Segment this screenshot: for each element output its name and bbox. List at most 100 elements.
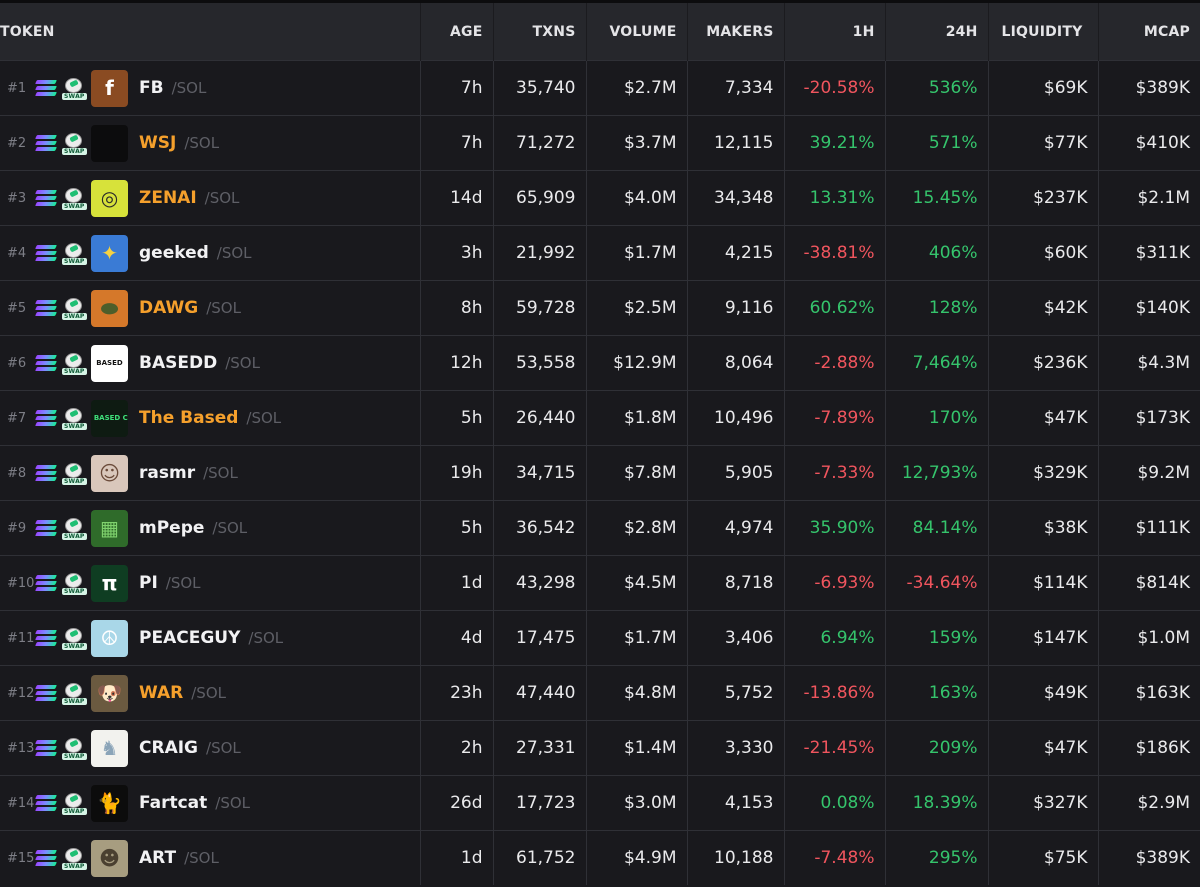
token-symbol[interactable]: mPepe xyxy=(139,518,205,538)
swap-icon[interactable]: SWAP xyxy=(62,683,87,705)
table-row[interactable]: #1 SWAP f FB /SOL 7h 35,740 $2.7M 7,334 … xyxy=(0,60,1200,116)
swap-icon[interactable]: SWAP xyxy=(62,408,87,430)
solana-icon xyxy=(35,80,57,96)
token-symbol[interactable]: BASEDD xyxy=(139,353,218,373)
token-symbol[interactable]: Fartcat xyxy=(139,793,208,813)
volume-cell: $2.8M xyxy=(586,500,688,556)
table-row[interactable]: #6 SWAP BASED BASEDD /SOL 12h 53,558 $12… xyxy=(0,335,1200,391)
token-cell[interactable]: #5 SWAP ⬬ DAWG /SOL xyxy=(0,280,421,336)
token-cell[interactable]: #4 SWAP ✦ geeked /SOL xyxy=(0,225,421,281)
makers-cell: 4,153 xyxy=(687,775,785,831)
header-liquidity[interactable]: LIQUIDITY xyxy=(988,3,1099,61)
makers-cell: 12,115 xyxy=(687,115,785,171)
header-volume[interactable]: VOLUME xyxy=(586,3,688,61)
table-row[interactable]: #7 SWAP THE BASED CLUB The Based /SOL 5h… xyxy=(0,390,1200,446)
token-symbol[interactable]: The Based xyxy=(139,408,239,428)
token-avatar: BASED xyxy=(91,344,128,382)
swap-icon[interactable]: SWAP xyxy=(62,243,87,265)
liquidity-cell: $69K xyxy=(988,60,1099,116)
swap-icon[interactable]: SWAP xyxy=(62,848,87,870)
swap-icon[interactable]: SWAP xyxy=(62,78,87,100)
age-cell: 14d xyxy=(420,170,494,226)
token-symbol[interactable]: ART xyxy=(139,848,177,868)
token-avatar: THE BASED CLUB xyxy=(91,399,128,437)
token-cell[interactable]: #8 SWAP ☺ rasmr /SOL xyxy=(0,445,421,501)
token-cell[interactable]: #7 SWAP THE BASED CLUB The Based /SOL xyxy=(0,390,421,446)
swap-icon[interactable]: SWAP xyxy=(62,463,87,485)
token-cell[interactable]: #9 SWAP ▦ mPepe /SOL xyxy=(0,500,421,556)
swap-icon[interactable]: SWAP xyxy=(62,793,87,815)
token-symbol[interactable]: DAWG xyxy=(139,298,199,318)
table-row[interactable]: #10 SWAP π PI /SOL 1d 43,298 $4.5M 8,718… xyxy=(0,555,1200,611)
token-symbol[interactable]: PEACEGUY xyxy=(139,628,241,648)
solana-icon xyxy=(35,190,57,206)
token-cell[interactable]: #11 SWAP ☮ PEACEGUY /SOL xyxy=(0,610,421,666)
change-1h-cell: -7.89% xyxy=(784,390,886,446)
header-makers[interactable]: MAKERS xyxy=(687,3,785,61)
token-symbol[interactable]: PI xyxy=(139,573,158,593)
swap-icon[interactable]: SWAP xyxy=(62,518,87,540)
age-cell: 7h xyxy=(420,60,494,116)
swap-icon[interactable]: SWAP xyxy=(62,628,87,650)
swap-icon[interactable]: SWAP xyxy=(62,573,87,595)
liquidity-cell: $236K xyxy=(988,335,1099,391)
table-row[interactable]: #12 SWAP 🐶 WAR /SOL 23h 47,440 $4.8M 5,7… xyxy=(0,665,1200,721)
table-body: #1 SWAP f FB /SOL 7h 35,740 $2.7M 7,334 … xyxy=(0,60,1200,885)
token-symbol[interactable]: CRAIG xyxy=(139,738,199,758)
token-cell[interactable]: #15 SWAP ☻ ART /SOL xyxy=(0,830,421,885)
token-avatar: 🐶 xyxy=(91,674,128,712)
token-cell[interactable]: #6 SWAP BASED BASEDD /SOL xyxy=(0,335,421,391)
token-pair: /SOL xyxy=(206,739,241,757)
volume-cell: $3.7M xyxy=(586,115,688,171)
swap-icon[interactable]: SWAP xyxy=(62,353,87,375)
header-token[interactable]: TOKEN xyxy=(0,3,421,61)
table-row[interactable]: #14 SWAP 🐈 Fartcat /SOL 26d 17,723 $3.0M… xyxy=(0,775,1200,831)
token-symbol[interactable]: FB xyxy=(139,78,164,98)
swap-icon[interactable]: SWAP xyxy=(62,738,87,760)
table-row[interactable]: #5 SWAP ⬬ DAWG /SOL 8h 59,728 $2.5M 9,11… xyxy=(0,280,1200,336)
rank-label: #1 xyxy=(7,80,27,96)
header-mcap[interactable]: MCAP xyxy=(1098,3,1200,61)
swap-badge-label: SWAP xyxy=(62,643,87,650)
table-row[interactable]: #11 SWAP ☮ PEACEGUY /SOL 4d 17,475 $1.7M… xyxy=(0,610,1200,666)
liquidity-cell: $147K xyxy=(988,610,1099,666)
table-row[interactable]: #9 SWAP ▦ mPepe /SOL 5h 36,542 $2.8M 4,9… xyxy=(0,500,1200,556)
swap-badge-label: SWAP xyxy=(62,698,87,705)
token-cell[interactable]: #2 SWAP WSJ /SOL xyxy=(0,115,421,171)
token-cell[interactable]: #13 SWAP ♞ CRAIG /SOL xyxy=(0,720,421,776)
token-cell[interactable]: #1 SWAP f FB /SOL xyxy=(0,60,421,116)
solana-icon xyxy=(35,795,57,811)
swap-icon[interactable]: SWAP xyxy=(62,133,87,155)
token-cell[interactable]: #12 SWAP 🐶 WAR /SOL xyxy=(0,665,421,721)
table-row[interactable]: #2 SWAP WSJ /SOL 7h 71,272 $3.7M 12,115 … xyxy=(0,115,1200,171)
table-row[interactable]: #13 SWAP ♞ CRAIG /SOL 2h 27,331 $1.4M 3,… xyxy=(0,720,1200,776)
volume-cell: $7.8M xyxy=(586,445,688,501)
token-cell[interactable]: #14 SWAP 🐈 Fartcat /SOL xyxy=(0,775,421,831)
liquidity-cell: $49K xyxy=(988,665,1099,721)
header-age[interactable]: AGE xyxy=(420,3,494,61)
swap-icon[interactable]: SWAP xyxy=(62,298,87,320)
swap-icon[interactable]: SWAP xyxy=(62,188,87,210)
token-cell[interactable]: #10 SWAP π PI /SOL xyxy=(0,555,421,611)
table-row[interactable]: #4 SWAP ✦ geeked /SOL 3h 21,992 $1.7M 4,… xyxy=(0,225,1200,281)
rank-label: #15 xyxy=(7,850,35,866)
token-symbol[interactable]: WAR xyxy=(139,683,184,703)
header-txns[interactable]: TXNS xyxy=(493,3,587,61)
table-row[interactable]: #3 SWAP ◎ ZENAI /SOL 14d 65,909 $4.0M 34… xyxy=(0,170,1200,226)
table-row[interactable]: #8 SWAP ☺ rasmr /SOL 19h 34,715 $7.8M 5,… xyxy=(0,445,1200,501)
token-symbol[interactable]: ZENAI xyxy=(139,188,197,208)
age-cell: 5h xyxy=(420,500,494,556)
liquidity-cell: $47K xyxy=(988,720,1099,776)
avatar-glyph: 🐶 xyxy=(97,681,122,705)
table-row[interactable]: #15 SWAP ☻ ART /SOL 1d 61,752 $4.9M 10,1… xyxy=(0,830,1200,885)
header-24h[interactable]: 24H xyxy=(885,3,989,61)
token-cell[interactable]: #3 SWAP ◎ ZENAI /SOL xyxy=(0,170,421,226)
token-symbol[interactable]: geeked xyxy=(139,243,209,263)
change-1h-cell: 60.62% xyxy=(784,280,886,336)
volume-cell: $12.9M xyxy=(586,335,688,391)
header-1h[interactable]: 1H xyxy=(784,3,886,61)
change-24h-cell: 170% xyxy=(885,390,989,446)
token-symbol[interactable]: rasmr xyxy=(139,463,196,483)
token-symbol[interactable]: WSJ xyxy=(139,133,177,153)
avatar-glyph: ☺ xyxy=(99,461,120,485)
